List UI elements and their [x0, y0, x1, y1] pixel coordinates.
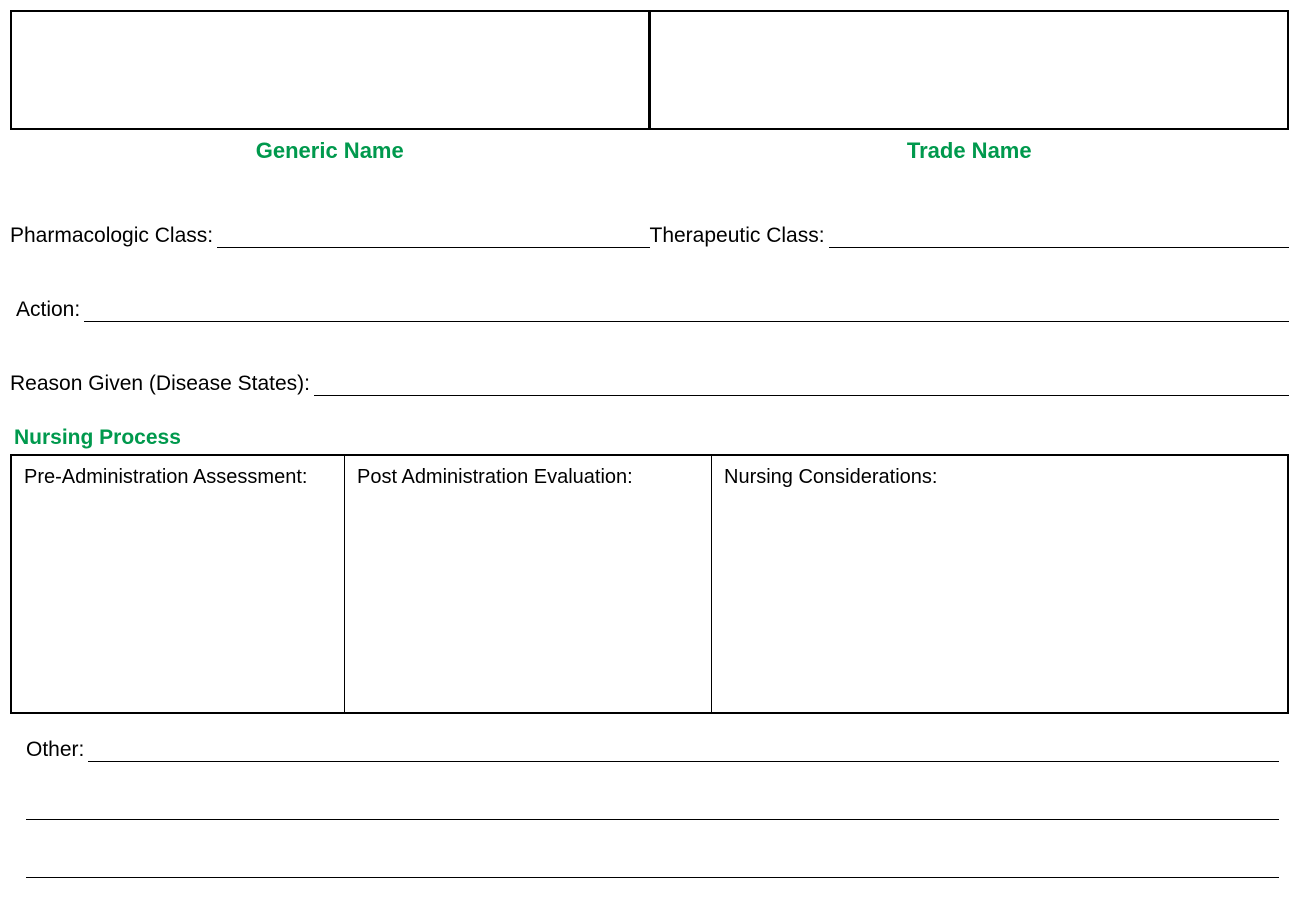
class-row: Pharmacologic Class: Therapeutic Class:	[10, 224, 1289, 248]
post-admin-cell[interactable]: Post Administration Evaluation:	[345, 456, 712, 712]
generic-name-box[interactable]	[12, 12, 651, 128]
pre-admin-cell[interactable]: Pre-Administration Assessment:	[12, 456, 345, 712]
other-input-1[interactable]	[88, 738, 1279, 762]
pre-admin-label: Pre-Administration Assessment:	[24, 466, 307, 488]
pharmacologic-class-label: Pharmacologic Class:	[10, 224, 217, 248]
nursing-considerations-cell[interactable]: Nursing Considerations:	[712, 456, 1287, 712]
nursing-process-table: Pre-Administration Assessment: Post Admi…	[10, 454, 1289, 714]
generic-name-label: Generic Name	[10, 138, 650, 164]
reason-given-label: Reason Given (Disease States):	[10, 372, 314, 396]
therapeutic-class-input[interactable]	[829, 224, 1289, 248]
other-row-1: Other:	[26, 738, 1279, 762]
reason-given-input[interactable]	[314, 372, 1289, 396]
name-labels-row: Generic Name Trade Name	[10, 138, 1289, 164]
trade-name-box[interactable]	[651, 12, 1287, 128]
action-input[interactable]	[84, 298, 1289, 322]
nursing-process-heading: Nursing Process	[14, 426, 1289, 450]
nursing-considerations-label: Nursing Considerations:	[724, 466, 937, 488]
line-fields-section: Pharmacologic Class: Therapeutic Class: …	[10, 224, 1289, 396]
other-label: Other:	[26, 738, 88, 762]
drug-card-page: Generic Name Trade Name Pharmacologic Cl…	[0, 0, 1299, 901]
other-input-3[interactable]	[26, 854, 1279, 878]
other-row-3	[26, 854, 1279, 878]
other-block: Other:	[10, 738, 1289, 878]
post-admin-label: Post Administration Evaluation:	[357, 466, 633, 488]
action-row: Action:	[10, 298, 1289, 322]
other-row-2	[26, 796, 1279, 820]
trade-name-label: Trade Name	[650, 138, 1290, 164]
name-boxes-container	[10, 10, 1289, 130]
reason-row: Reason Given (Disease States):	[10, 372, 1289, 396]
action-label: Action:	[16, 298, 84, 322]
therapeutic-class-label: Therapeutic Class:	[650, 224, 829, 248]
other-input-2[interactable]	[26, 796, 1279, 820]
pharmacologic-class-input[interactable]	[217, 224, 649, 248]
